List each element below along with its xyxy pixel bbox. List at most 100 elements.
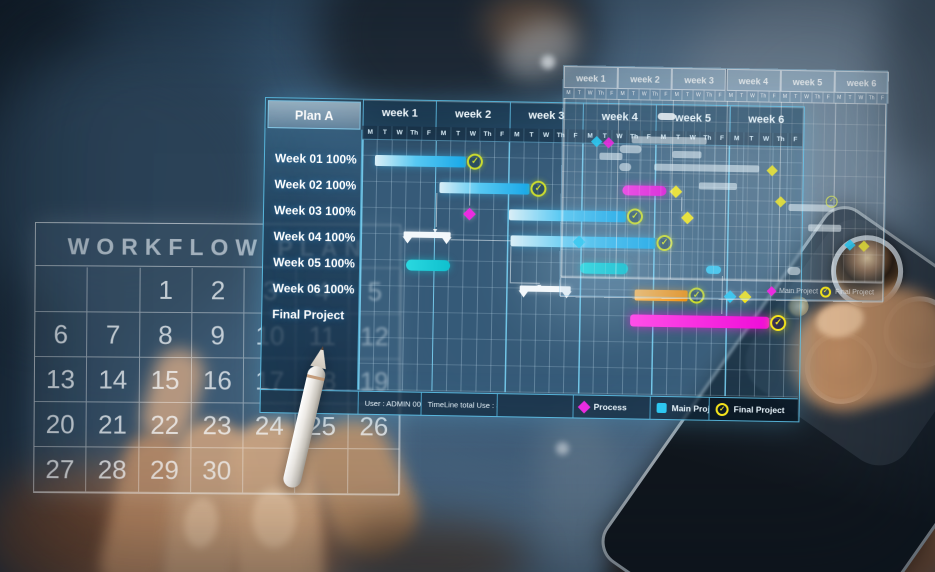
gantt-grid: ✓ ✓ ✓ ✓ ✓ ✓ ▼ ▼ bbox=[357, 112, 802, 398]
day-header: W bbox=[391, 126, 407, 141]
day-header: M bbox=[655, 130, 671, 146]
calendar-cell[interactable]: 6 bbox=[35, 312, 88, 358]
footer-user: User : ADMIN 001 bbox=[357, 391, 421, 415]
connector-line bbox=[435, 193, 438, 228]
calendar-cell[interactable]: 13 bbox=[34, 357, 88, 403]
day-header: Th bbox=[772, 132, 788, 148]
day-header: M bbox=[362, 125, 378, 140]
day-header: M bbox=[728, 132, 744, 147]
diamond-icon bbox=[738, 290, 751, 303]
row-label: Week 06 100% bbox=[272, 281, 355, 297]
footer-timeline: TimeLine total Use : 30 day bbox=[420, 392, 497, 417]
calendar-cell[interactable] bbox=[347, 449, 401, 495]
gantt-bar[interactable] bbox=[508, 208, 627, 222]
day-header: Th bbox=[479, 127, 495, 143]
day-header: T bbox=[670, 131, 685, 146]
day-header: F bbox=[420, 126, 436, 141]
gantt-bar[interactable] bbox=[634, 288, 688, 301]
week-header: week 4 bbox=[582, 103, 657, 131]
week-header: week 6 bbox=[728, 106, 803, 134]
check-icon: ✓ bbox=[530, 180, 547, 197]
calendar-cell[interactable]: 22 bbox=[138, 402, 192, 449]
main-gantt-panel: Plan A Week 01 100% Week 02 100% Week 03 1… bbox=[259, 97, 805, 423]
day-header: T bbox=[596, 129, 612, 145]
day-header: M bbox=[508, 128, 524, 143]
row-label: Week 04 100% bbox=[273, 229, 356, 245]
day-header: W bbox=[538, 128, 554, 144]
gantt-bar[interactable] bbox=[406, 258, 451, 271]
day-header: T bbox=[376, 125, 392, 141]
connector-line bbox=[509, 246, 512, 283]
week-header: week 1 bbox=[362, 99, 437, 127]
summary-bracket bbox=[403, 231, 451, 239]
placket-button bbox=[556, 442, 569, 455]
diamond-icon bbox=[723, 289, 736, 303]
day-header: F bbox=[567, 129, 583, 144]
day-header: F bbox=[714, 131, 729, 147]
day-header: Th bbox=[406, 126, 422, 141]
calendar-cell[interactable]: 8 bbox=[139, 312, 193, 359]
connector-arrow-icon: ▼ bbox=[535, 283, 543, 291]
connector-arrow-icon: ▼ bbox=[431, 227, 439, 236]
day-header: F bbox=[640, 130, 656, 145]
calendar-cell[interactable] bbox=[87, 267, 141, 313]
day-header: T bbox=[450, 127, 466, 142]
calendar-cell[interactable]: 2 bbox=[192, 268, 245, 314]
day-header: Th bbox=[699, 131, 715, 146]
legend-item-process[interactable]: Process bbox=[572, 395, 650, 419]
calendar-cell[interactable]: 14 bbox=[87, 357, 140, 403]
left-index-fingernail bbox=[252, 488, 296, 548]
diamond-icon bbox=[462, 207, 476, 220]
check-icon: ✓ bbox=[656, 234, 673, 252]
gantt-bar[interactable] bbox=[439, 181, 530, 195]
gantt-bar[interactable] bbox=[630, 314, 770, 329]
gantt-bar[interactable] bbox=[579, 262, 629, 274]
gantt-bar[interactable] bbox=[622, 185, 667, 197]
calendar-cell[interactable] bbox=[35, 267, 88, 313]
calendar-cell[interactable]: 30 bbox=[190, 448, 244, 494]
calendar-cell[interactable]: 7 bbox=[87, 312, 140, 358]
calendar-cell[interactable]: 20 bbox=[34, 402, 88, 448]
day-header: W bbox=[758, 132, 773, 147]
collar-button bbox=[541, 55, 555, 69]
calendar-cell[interactable]: 21 bbox=[86, 402, 140, 448]
header-highlight-pill bbox=[657, 112, 676, 121]
legend-item-final-project[interactable]: ✓ Final Project bbox=[708, 397, 798, 422]
row-label: Final Project bbox=[272, 307, 345, 323]
week-header: week 2 bbox=[435, 100, 510, 129]
connector-line bbox=[721, 276, 723, 315]
day-header: F bbox=[787, 133, 803, 148]
calendar-cell[interactable]: 16 bbox=[191, 358, 245, 404]
legend-label: Final Project bbox=[733, 404, 785, 416]
week-header: week 3 bbox=[509, 102, 583, 130]
legend-diamond-icon bbox=[577, 400, 591, 413]
calendar-cell[interactable]: 15 bbox=[139, 357, 192, 404]
day-header: M bbox=[582, 129, 598, 144]
day-header: T bbox=[523, 128, 539, 143]
calendar-cell[interactable]: 1 bbox=[139, 267, 193, 314]
check-icon: ✓ bbox=[688, 287, 705, 304]
legend-label: Process bbox=[593, 401, 627, 413]
calendar-cell[interactable]: 28 bbox=[86, 447, 139, 493]
check-icon: ✓ bbox=[769, 314, 787, 332]
gantt-bar[interactable] bbox=[705, 265, 722, 274]
legend-item-main-project[interactable]: Main Project bbox=[649, 396, 709, 420]
calendar-cell[interactable]: 9 bbox=[191, 313, 245, 359]
check-icon: ✓ bbox=[626, 208, 644, 225]
day-header: W bbox=[464, 127, 480, 142]
day-header: T bbox=[743, 132, 759, 147]
row-label: Week 05 100% bbox=[272, 255, 356, 271]
day-header: W bbox=[611, 130, 627, 145]
legend-check-icon: ✓ bbox=[715, 402, 729, 416]
day-header: Th bbox=[626, 130, 642, 145]
calendar-cell[interactable]: 29 bbox=[138, 447, 192, 494]
calendar-cell[interactable]: 27 bbox=[34, 447, 87, 493]
plan-label: Plan A bbox=[267, 100, 361, 130]
connector-line bbox=[450, 239, 511, 242]
row-label: Week 03 100% bbox=[273, 203, 356, 219]
diamond-icon bbox=[680, 211, 694, 224]
calendar-cell[interactable]: 23 bbox=[191, 403, 244, 449]
row-label: Week 01 100% bbox=[274, 151, 357, 167]
gantt-bar[interactable] bbox=[374, 154, 467, 168]
